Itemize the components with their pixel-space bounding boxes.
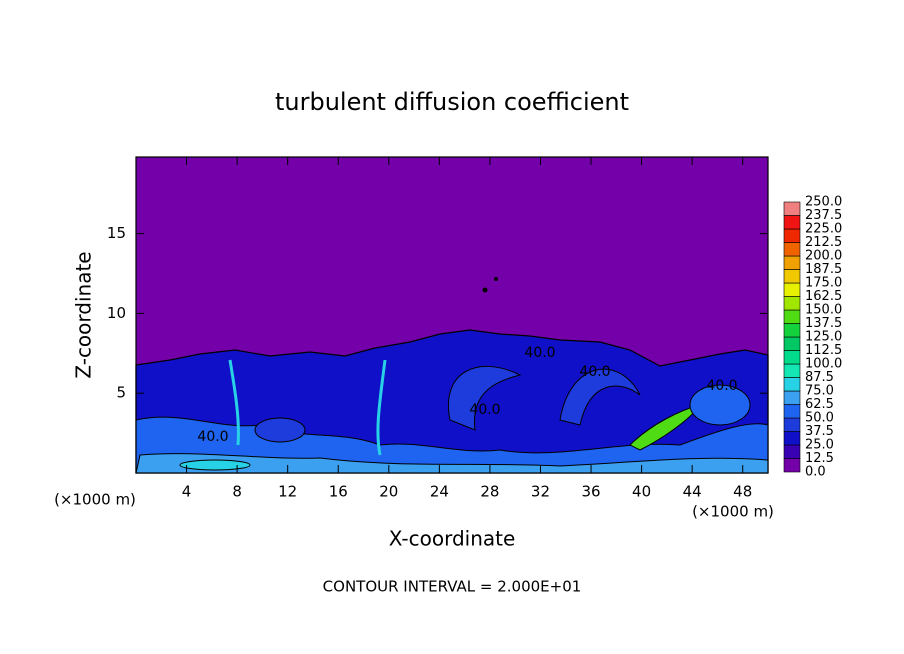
contour-label: 40.0 — [579, 364, 610, 380]
colorbar-label: 112.5 — [805, 343, 842, 358]
colorbar-label: 175.0 — [805, 276, 842, 291]
colorbar-bin — [783, 323, 801, 338]
colorbar-label: 162.5 — [805, 289, 842, 304]
colorbar-bin — [783, 404, 801, 419]
colorbar-bin — [783, 417, 801, 432]
x-tick-label: 24 — [430, 483, 449, 501]
colorbar-label: 50.0 — [805, 411, 834, 426]
colorbar-bin — [783, 390, 801, 405]
colorbar-label: 250.0 — [805, 195, 842, 210]
colorbar-bin — [783, 255, 801, 270]
colorbar-label: 200.0 — [805, 249, 842, 264]
colorbar-bin — [783, 431, 801, 446]
colorbar-label: 25.0 — [805, 438, 834, 453]
colorbar-label: 212.5 — [805, 235, 842, 250]
colorbar-label: 87.5 — [805, 370, 834, 385]
y-tick-label: 5 — [116, 384, 126, 402]
y-axis-label: Z-coordinate — [72, 251, 96, 378]
colorbar-label: 150.0 — [805, 303, 842, 318]
y-tick-label: 10 — [107, 304, 126, 322]
colorbar-bin — [783, 242, 801, 257]
x-axis-label: X-coordinate — [389, 527, 516, 551]
colorbar-bin — [783, 363, 801, 378]
colorbar-bin — [783, 444, 801, 459]
field-streak — [228, 359, 240, 446]
contour-field — [135, 157, 769, 474]
field-region — [448, 366, 522, 431]
field-region — [254, 417, 306, 443]
colorbar-bin — [783, 215, 801, 230]
colorbar-bin — [783, 309, 801, 324]
y-tick-label: 15 — [107, 224, 126, 242]
colorbar-label: 100.0 — [805, 357, 842, 372]
x-tick-label: 4 — [182, 483, 192, 501]
colorbar-label: 62.5 — [805, 397, 834, 412]
x-tick-label: 12 — [278, 483, 297, 501]
plot-frame — [135, 156, 769, 474]
field-dot — [482, 287, 488, 293]
colorbar-bin — [783, 201, 801, 216]
colorbar-bin — [783, 282, 801, 297]
colorbar-bin — [783, 458, 801, 473]
x-tick-label: 16 — [329, 483, 348, 501]
colorbar-bin — [783, 377, 801, 392]
colorbar-label: 187.5 — [805, 262, 842, 277]
x-tick-label: 28 — [480, 483, 499, 501]
footer: CONTOUR INTERVAL = 2.000E+01 — [323, 578, 582, 596]
x-tick-label: 32 — [531, 483, 550, 501]
x-tick-label: 36 — [581, 483, 600, 501]
colorbar-bin — [783, 269, 801, 284]
x-tick-label: 20 — [379, 483, 398, 501]
x-unit: (×1000 m) — [692, 503, 774, 521]
x-tick-label: 8 — [232, 483, 242, 501]
field-dot — [494, 277, 498, 281]
colorbar-bin — [783, 228, 801, 243]
colorbar-label: 137.5 — [805, 316, 842, 331]
x-tick-label: 44 — [683, 483, 702, 501]
contour-label: 40.0 — [469, 402, 500, 418]
contour-label: 40.0 — [524, 345, 555, 361]
chart-title: turbulent diffusion coefficient — [275, 88, 629, 116]
field-region — [559, 368, 641, 426]
colorbar-label: 237.5 — [805, 208, 842, 223]
contour-label: 40.0 — [706, 378, 737, 394]
colorbar-label: 75.0 — [805, 384, 834, 399]
x-tick-label: 48 — [733, 483, 752, 501]
field-region — [135, 453, 769, 474]
colorbar-bin — [783, 296, 801, 311]
field-region — [689, 384, 751, 426]
x-tick-label: 40 — [632, 483, 651, 501]
colorbar-bin — [783, 336, 801, 351]
colorbar-label: 0.0 — [805, 465, 826, 480]
y-unit: (×1000 m) — [54, 491, 136, 509]
colorbar-bin — [783, 350, 801, 365]
contour-label: 40.0 — [197, 429, 228, 445]
colorbar-label: 12.5 — [805, 451, 834, 466]
field-region — [179, 459, 251, 471]
colorbar-label: 37.5 — [805, 424, 834, 439]
colorbar-label: 125.0 — [805, 330, 842, 345]
colorbar-label: 225.0 — [805, 222, 842, 237]
field-streak — [376, 359, 387, 456]
